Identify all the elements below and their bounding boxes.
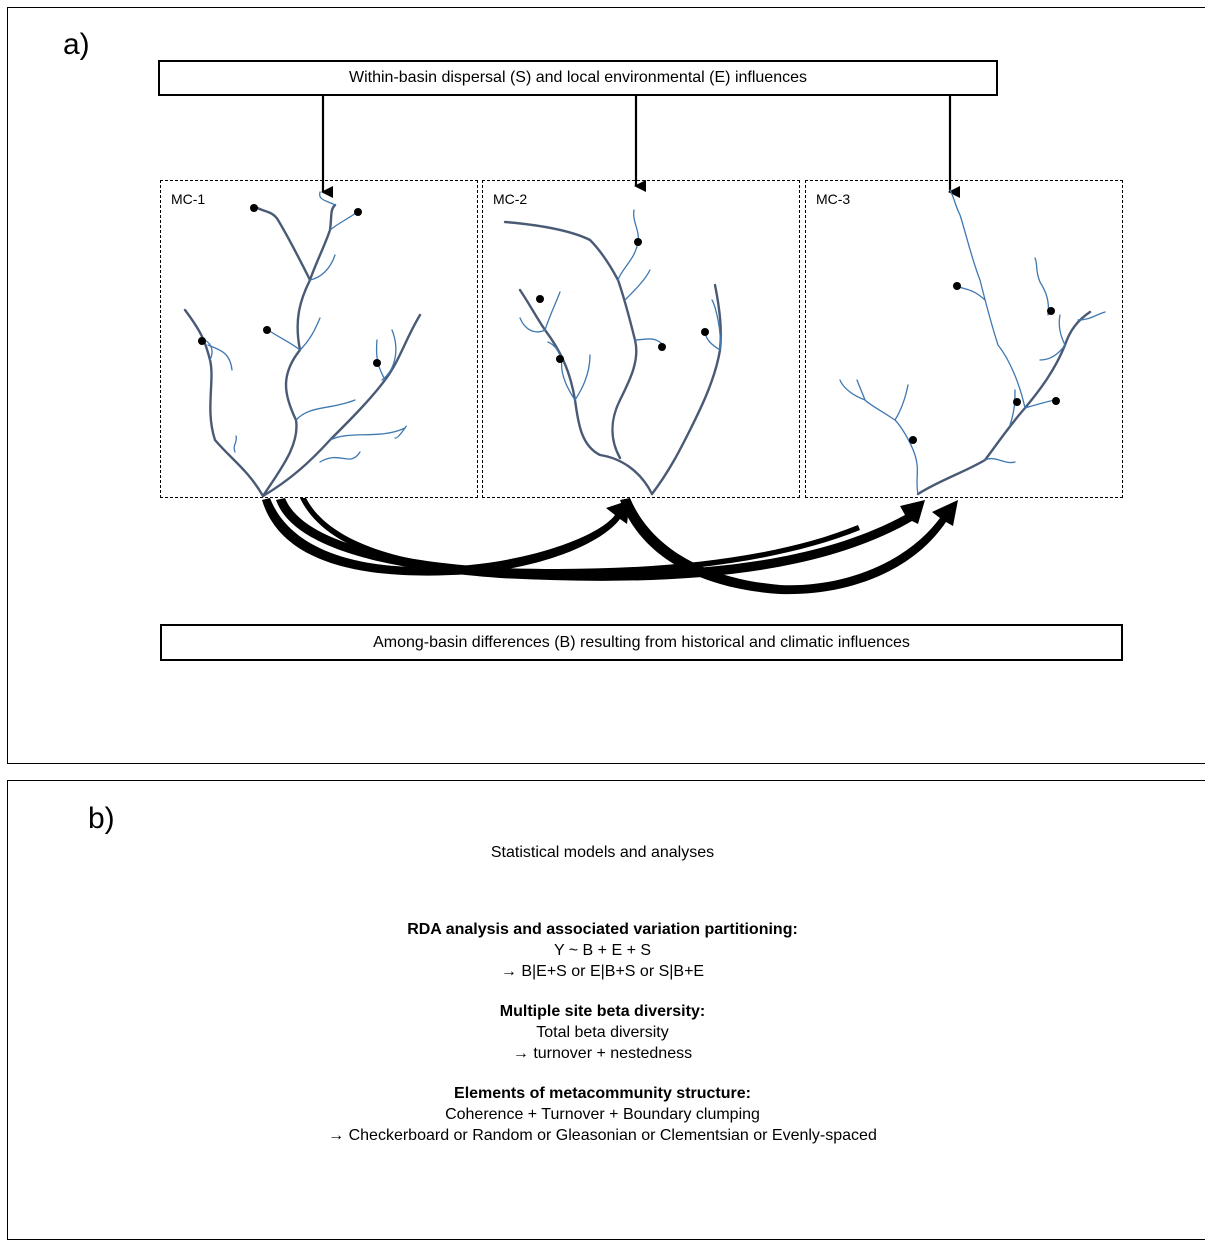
analyses-heading: Statistical models and analyses bbox=[490, 844, 715, 861]
rda-model: Y ~ B + E + S bbox=[553, 942, 652, 959]
basin-label-mc-1: MC-1 bbox=[171, 191, 206, 207]
rda-partition: → B|E+S or E|B+S or S|B+E bbox=[500, 963, 705, 980]
panel-b bbox=[7, 780, 1205, 1240]
rda-title: RDA analysis and associated variation pa… bbox=[407, 921, 798, 938]
beta-total: Total beta diversity bbox=[536, 1024, 669, 1041]
within-basin-box: Within-basin dispersal (S) and local env… bbox=[158, 60, 998, 96]
panel-a-label: a) bbox=[63, 28, 90, 61]
basin-mc-1: MC-1 bbox=[160, 180, 478, 498]
basin-label-mc-3: MC-3 bbox=[816, 191, 851, 207]
basin-label-mc-2: MC-2 bbox=[493, 191, 528, 207]
among-basin-arrows bbox=[262, 498, 958, 595]
beta-components: → turnover + nestedness bbox=[512, 1045, 693, 1062]
panel-b-label: b) bbox=[88, 802, 115, 835]
river-network-mc-1 bbox=[183, 191, 422, 498]
river-network-mc-3 bbox=[839, 189, 1106, 496]
ems-structures: → Checkerboard or Random or Gleasonian o… bbox=[328, 1127, 877, 1144]
ems-title: Elements of metacommunity structure: bbox=[454, 1085, 751, 1102]
ems-elements: Coherence + Turnover + Boundary clumping bbox=[445, 1106, 760, 1123]
river-network-mc-2 bbox=[503, 209, 722, 496]
among-basin-box: Among-basin differences (B) resulting fr… bbox=[160, 624, 1123, 661]
beta-title: Multiple site beta diversity: bbox=[499, 1003, 706, 1020]
basin-mc-3: MC-3 bbox=[805, 180, 1123, 498]
